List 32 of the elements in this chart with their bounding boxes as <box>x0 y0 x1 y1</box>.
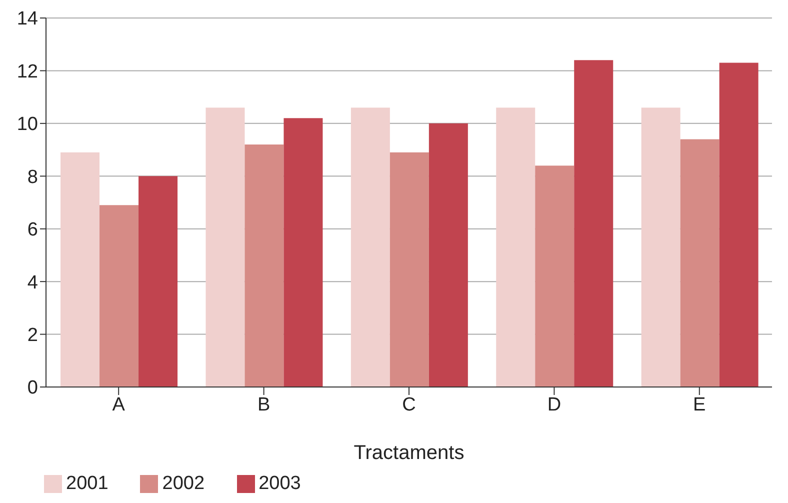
bar <box>100 205 139 387</box>
bar <box>350 108 390 387</box>
bar <box>60 152 100 387</box>
y-tick-label: 6 <box>27 220 38 241</box>
bar <box>680 139 720 387</box>
y-tick-label: 4 <box>27 272 38 294</box>
bar <box>138 176 178 387</box>
y-tick-label: 10 <box>16 114 38 136</box>
legend-label: 2001 <box>66 473 108 494</box>
x-tick-label: C <box>402 394 416 416</box>
x-tick-label: B <box>257 394 270 416</box>
legend-label: 2003 <box>258 473 301 494</box>
bar <box>719 62 758 387</box>
x-tick-label: E <box>693 394 706 416</box>
x-tick-label: A <box>112 394 126 416</box>
bar <box>284 118 323 387</box>
y-tick-label: 0 <box>27 378 38 399</box>
legend-label: 2002 <box>162 473 205 494</box>
bar <box>535 166 574 387</box>
y-tick-label: 8 <box>27 166 38 188</box>
bar <box>206 108 245 387</box>
bar <box>574 60 614 387</box>
bar <box>496 108 536 387</box>
bar <box>244 144 284 387</box>
bar <box>641 108 680 387</box>
x-axis-title: Tractaments <box>354 442 464 464</box>
x-tick-label: D <box>547 394 562 416</box>
y-tick-label: 2 <box>27 325 38 346</box>
bar <box>390 152 429 387</box>
y-tick-label: 14 <box>16 8 38 30</box>
y-tick-label: 12 <box>16 61 38 82</box>
bar <box>428 123 468 387</box>
